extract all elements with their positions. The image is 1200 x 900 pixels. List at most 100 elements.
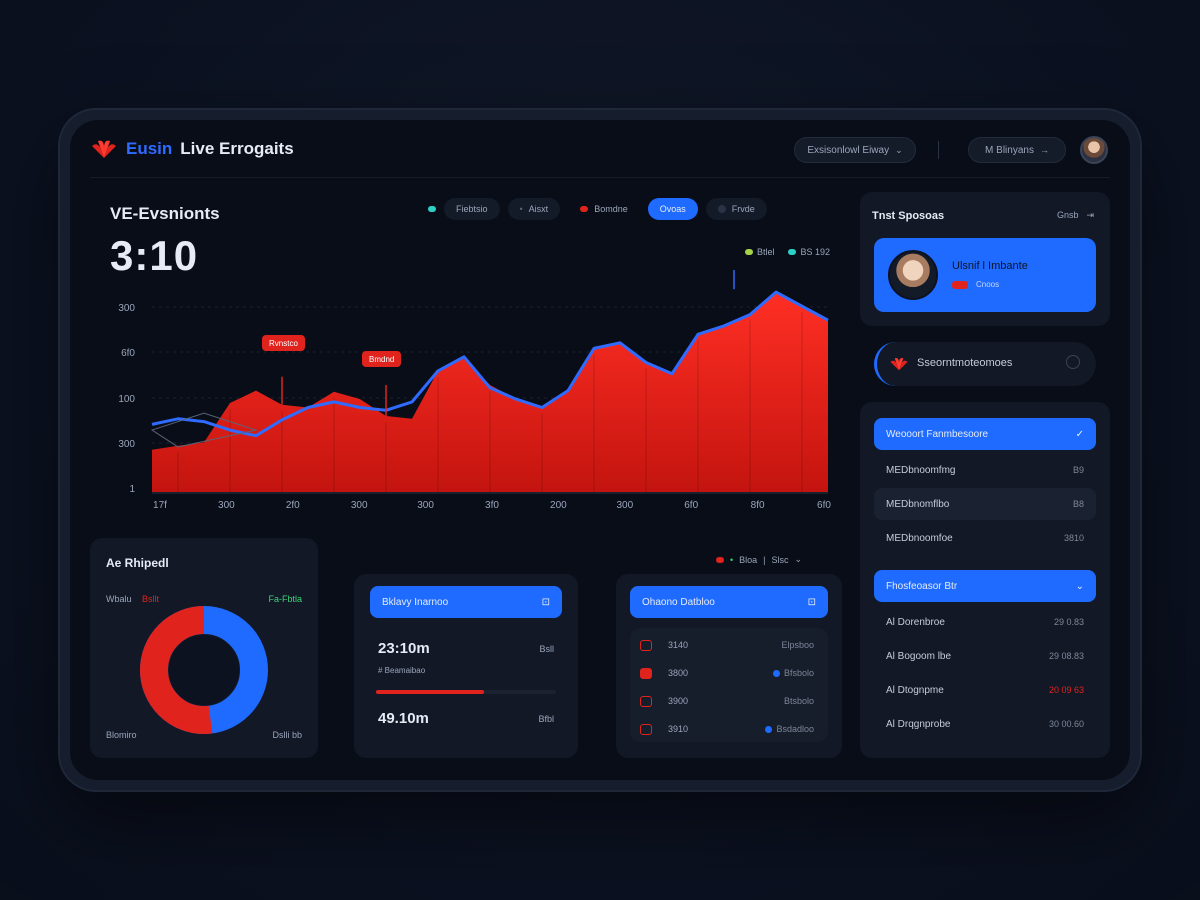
chevron-down-icon[interactable]: ⌄	[794, 554, 803, 564]
sidebar-item[interactable]: Al Dtognpme 20 09 63	[874, 674, 1096, 706]
metrics-card: Bklavy Inarnoo ⊡ 23:10m Bsll # Beamaibao…	[354, 574, 578, 758]
row-label: Bfsbolo	[783, 668, 814, 678]
row-marker-icon	[640, 695, 652, 707]
y-tick-label: 100	[118, 394, 135, 405]
profile-sub-label: Cnoos	[976, 280, 1000, 289]
donut-legend: • Bloa | Slsc ⌄	[716, 554, 802, 565]
donut-slice-red[interactable]	[140, 606, 268, 734]
x-tick-label: 300	[417, 500, 434, 510]
status-dot-icon	[765, 725, 773, 733]
app-screen: Eusin Live Errogaits Exsisonlowl Eiway ⌄…	[70, 120, 1130, 780]
area-chart[interactable]: 300 6f0 100 300 1 17f 300 2f0 300 300 3f0 200 300 6f0…	[100, 270, 840, 510]
area-series-fill	[152, 292, 828, 492]
donut-bottom-right: Dslli bb	[272, 730, 302, 740]
row-marker-icon	[640, 639, 652, 651]
donut-hole	[169, 635, 239, 705]
filter-chip-label: Frvde	[731, 204, 755, 214]
row-number: 3800	[668, 668, 689, 678]
filter-chip-label: Bomdne	[594, 204, 628, 214]
donut-card: Ae Rhipedl Wbalu Bsllt Fa-Fbtla Blomiro …	[90, 538, 318, 758]
x-tick-label: 6f0	[817, 500, 831, 510]
sidebar-item[interactable]: Al Dorenbroe 29 0.83	[874, 606, 1096, 638]
sidebar-group-label: Fhosfeoasor Btr	[886, 580, 958, 592]
sidebar-item[interactable]: Al Drqgnprobe 30 00.60	[874, 708, 1096, 740]
header-divider-line	[90, 177, 1110, 178]
logo-icon	[890, 358, 908, 371]
x-tick-label: 200	[550, 500, 567, 510]
x-tick-label: 6f0	[684, 500, 698, 510]
sidebar-item[interactable]: MEDbnoomfoe 3810	[874, 522, 1096, 554]
filter-dot-icon	[428, 206, 436, 212]
table-row[interactable]: 3910 Bsdadloo	[640, 718, 814, 740]
x-tick-label: 17f	[153, 500, 167, 510]
donut-chart[interactable]	[138, 604, 270, 736]
donut-right-label: Fa-Fbtla	[268, 594, 302, 604]
profile-highlight[interactable]: Ulsnif l Imbante Cnoos	[874, 238, 1096, 312]
sidebar-item[interactable]: MEDbnomflbo B8	[874, 488, 1096, 520]
donut-left-value: Bsllt	[142, 594, 160, 604]
filter-chip-label: Aisxt	[528, 204, 549, 214]
chart-title: VE-Evsnionts	[110, 204, 220, 223]
check-icon: ⌄	[1075, 580, 1084, 592]
avatar[interactable]	[1080, 136, 1108, 164]
profile-card: Tnst Sposoas Gnsb ⇥ Ulsnif l Imbante Cno…	[860, 192, 1110, 326]
brand[interactable]: Eusin Live Errogaits	[90, 138, 294, 160]
profile-name: Ulsnif l Imbante	[952, 260, 1028, 272]
x-tick-label: 300	[351, 500, 368, 510]
brand-part-b: Live Errogaits	[180, 139, 294, 158]
y-tick-label: 6f0	[121, 348, 135, 359]
sidebar-item[interactable]: MEDbnoomfmg B9	[874, 454, 1096, 486]
legend-text-b: Slsc	[771, 554, 789, 565]
user-dropdown[interactable]: M Blinyans →	[968, 137, 1066, 163]
sidebar-group-header[interactable]: Fhosfeoasor Btr ⌄	[874, 570, 1096, 602]
x-tick-label: 8f0	[751, 500, 765, 510]
row-number: 3910	[668, 724, 689, 734]
table-row[interactable]: 3800 Bfsbolo	[640, 662, 814, 684]
donut-bottom-left: Blomiro	[106, 730, 137, 740]
filter-chip-5[interactable]: Frvde	[705, 198, 767, 220]
row-label: Btsbolo	[783, 696, 814, 706]
row-label: Bsdadloo	[776, 724, 814, 734]
sidebar-item-value: 29 0.83	[1053, 617, 1084, 627]
logout-icon: ⇥	[1086, 210, 1094, 220]
sidebar-item-value: 30 00.60	[1048, 719, 1084, 729]
list-card-header[interactable]: Ohaono Datbloo ⊡	[630, 586, 828, 618]
search-icon[interactable]	[1066, 355, 1080, 369]
filter-chip-3[interactable]: Bomdne	[568, 198, 640, 220]
chart-filters: Fiebtsio • Aisxt Bomdne Ovoas Frvde	[428, 198, 767, 220]
sidebar-item-value: B8	[1072, 499, 1084, 509]
arrow-right-icon: →	[1039, 145, 1049, 155]
expand-icon: ⊡	[807, 596, 816, 608]
legend-label: Btlel	[756, 247, 775, 257]
filter-chip-1[interactable]: Fiebtsio	[444, 198, 500, 220]
row-marker-icon	[640, 667, 652, 679]
sidebar-item[interactable]: Al Bogoom lbe 29 08.83	[874, 640, 1096, 672]
metric-subtitle: # Beamaibao	[378, 666, 426, 675]
chart-annotation-2: Bmdnd	[362, 351, 402, 367]
metric-value-2: 49.10m	[378, 710, 429, 727]
y-tick-label: 300	[118, 439, 135, 450]
sidebar-item-label: Al Bogoom lbe	[886, 650, 952, 662]
sidebar-item-value: 29 08.83	[1048, 651, 1084, 661]
profile-card-title: Tnst Sposoas	[872, 210, 945, 222]
row-label: Elpsboo	[781, 640, 814, 650]
sidebar-item-value: 3810	[1063, 533, 1084, 543]
x-tick-label: 300	[218, 500, 235, 510]
filter-chip-4[interactable]: Ovoas	[647, 198, 698, 220]
donut-left-label: Wbalu	[106, 594, 132, 604]
search-bar[interactable]: Sseorntmoteomoes	[874, 342, 1096, 386]
donut-left-wrap: Wbalu Bsllt	[106, 594, 159, 604]
check-icon: ✓	[1075, 428, 1084, 440]
table-row[interactable]: 3140 Elpsboo	[640, 634, 814, 656]
legend-swatch-icon	[788, 249, 797, 255]
profile-card-action[interactable]: Gnsb ⇥	[1057, 210, 1094, 221]
sidebar-group-header[interactable]: Weooort Fanmbesoore ✓	[874, 418, 1096, 450]
table-row[interactable]: 3900 Btsbolo	[640, 690, 814, 712]
filter-chip-2[interactable]: • Aisxt	[507, 198, 561, 220]
metrics-card-header[interactable]: Bklavy Inarnoo ⊡	[370, 586, 562, 618]
metric-value-1: 23:10m	[378, 640, 430, 657]
filter-chip-label: Fiebtsio	[456, 204, 488, 214]
chart-legend: Btlel BS 192	[744, 247, 830, 257]
view-dropdown[interactable]: Exsisonlowl Eiway ⌄	[794, 137, 916, 163]
progress-fill	[376, 690, 484, 694]
